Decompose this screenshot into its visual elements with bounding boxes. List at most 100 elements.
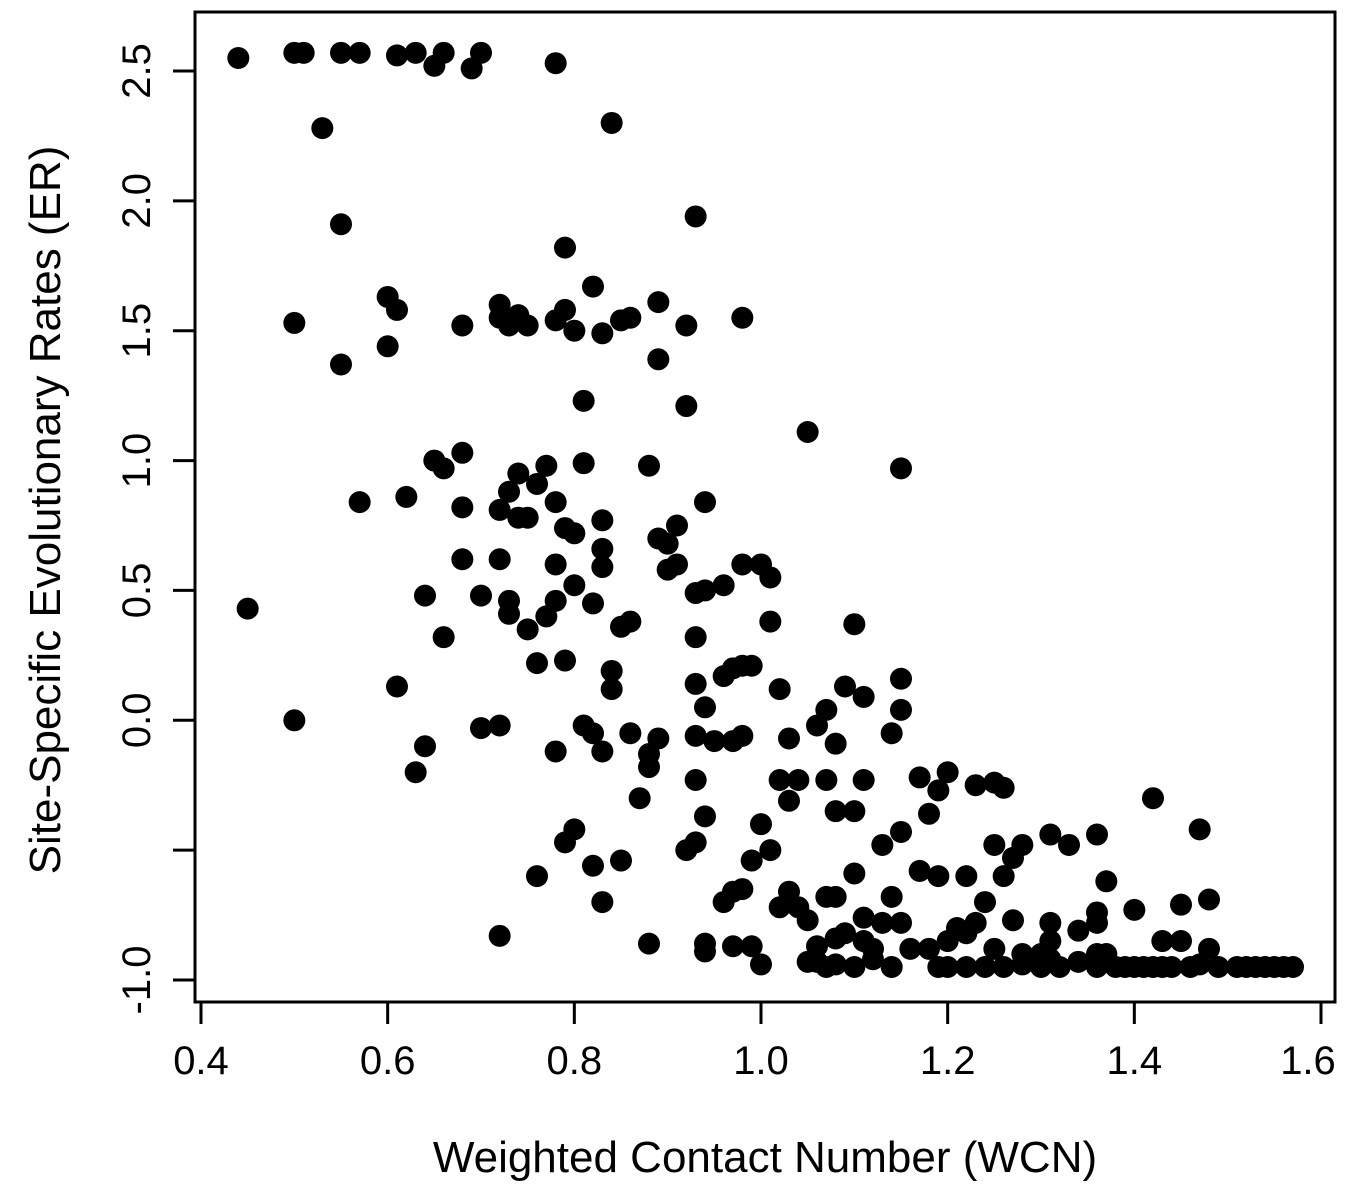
data-point xyxy=(516,618,539,641)
x-axis: 0.4 0.6 0.8 1.0 1.2 1.4 1.6 xyxy=(173,1000,1336,1083)
data-point xyxy=(684,582,707,605)
y-tick-label: 1.5 xyxy=(115,303,159,359)
data-point xyxy=(600,678,623,701)
data-point xyxy=(1039,823,1062,846)
data-point xyxy=(824,732,847,755)
data-point xyxy=(712,574,735,597)
data-point xyxy=(955,956,978,979)
data-point xyxy=(862,948,884,971)
data-point xyxy=(1188,818,1211,841)
data-point xyxy=(824,953,847,976)
data-point xyxy=(610,849,632,872)
data-point xyxy=(498,480,520,503)
data-point xyxy=(386,44,408,67)
data-point xyxy=(731,724,754,747)
data-point xyxy=(787,769,810,792)
data-point xyxy=(516,314,539,337)
data-point xyxy=(1160,956,1183,979)
data-point xyxy=(974,956,996,979)
data-point xyxy=(432,626,455,649)
data-point xyxy=(778,789,800,812)
data-point xyxy=(890,911,912,934)
data-point xyxy=(703,730,726,753)
data-point xyxy=(451,548,474,571)
data-point xyxy=(834,922,856,945)
data-point xyxy=(964,774,987,797)
data-point xyxy=(535,605,558,628)
data-point xyxy=(740,935,763,958)
data-point xyxy=(1188,953,1211,976)
data-point xyxy=(936,761,959,784)
data-point xyxy=(414,735,436,758)
data-point xyxy=(824,885,847,908)
data-point xyxy=(348,41,371,64)
x-axis-label: Weighted Contact Number (WCN) xyxy=(433,1133,1097,1182)
data-point xyxy=(591,891,614,914)
data-point xyxy=(638,756,660,779)
data-point xyxy=(227,47,250,70)
data-point xyxy=(918,802,940,825)
data-point xyxy=(451,441,474,464)
data-point xyxy=(815,769,838,792)
x-tick-label: 0.6 xyxy=(360,1039,416,1083)
data-point xyxy=(899,937,922,960)
data-point xyxy=(880,722,903,745)
data-point xyxy=(236,597,259,620)
data-point xyxy=(890,820,912,843)
data-point xyxy=(1207,956,1230,979)
data-point xyxy=(591,740,614,763)
data-point xyxy=(666,514,688,537)
x-tick-label: 1.6 xyxy=(1280,1039,1336,1083)
data-point xyxy=(684,724,707,747)
data-point xyxy=(628,787,651,810)
data-point xyxy=(852,685,875,708)
data-point xyxy=(386,298,408,321)
data-point xyxy=(330,41,352,64)
data-point xyxy=(806,714,828,737)
data-point xyxy=(292,41,315,64)
data-point xyxy=(311,117,334,140)
data-point xyxy=(582,592,604,615)
data-point xyxy=(470,41,492,64)
data-point xyxy=(694,696,716,719)
data-point xyxy=(283,709,306,732)
data-point xyxy=(843,613,866,636)
data-point xyxy=(638,932,660,955)
data-point xyxy=(591,509,614,532)
data-point xyxy=(712,665,735,688)
data-point xyxy=(974,891,996,914)
data-point xyxy=(694,491,716,514)
data-point xyxy=(684,672,707,695)
data-point xyxy=(647,348,670,371)
data-point xyxy=(376,335,399,358)
data-point xyxy=(712,891,735,914)
data-point xyxy=(890,457,912,480)
data-point xyxy=(824,800,847,823)
data-point xyxy=(768,896,791,919)
data-point xyxy=(470,584,492,607)
data-point xyxy=(488,498,511,521)
data-point xyxy=(778,727,800,750)
data-point xyxy=(582,722,604,745)
data-point xyxy=(1151,930,1174,953)
data-point xyxy=(1039,911,1062,934)
data-point xyxy=(908,766,931,789)
data-point xyxy=(1011,953,1034,976)
data-point xyxy=(675,395,698,418)
y-tick-label: 0.5 xyxy=(115,563,159,619)
data-point xyxy=(675,314,698,337)
data-point xyxy=(684,626,707,649)
data-point xyxy=(1086,911,1108,934)
data-point xyxy=(684,205,707,228)
data-point xyxy=(834,675,856,698)
data-point xyxy=(619,306,642,329)
data-point xyxy=(619,610,642,633)
data-point xyxy=(544,553,567,576)
data-point xyxy=(451,496,474,519)
data-point xyxy=(796,421,819,444)
data-point xyxy=(871,833,894,856)
data-point xyxy=(796,909,819,932)
data-point xyxy=(554,298,576,321)
data-point xyxy=(955,865,978,888)
data-point xyxy=(908,859,931,882)
